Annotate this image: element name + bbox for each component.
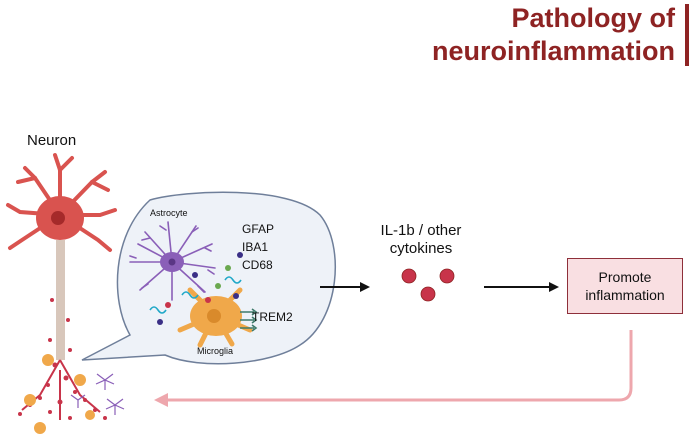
feedback-arrow <box>154 330 633 407</box>
cell-interaction-bubble <box>81 191 336 365</box>
trem2-label: TREM2 <box>252 310 293 324</box>
astrocyte-illustration <box>129 221 216 301</box>
cytokines-label-line-2: cytokines <box>389 240 453 257</box>
title-line-2: neuroinflammation <box>431 36 675 66</box>
signal-molecules <box>149 252 243 325</box>
marker-list: GFAP IBA1 CD68 <box>242 220 274 274</box>
promote-line-2: inflammation <box>585 287 665 303</box>
cytokines-label: IL-1b / other cytokines <box>366 222 476 258</box>
promote-inflammation-box: Promote inflammation <box>567 258 683 314</box>
astrocyte-label: Astrocyte <box>150 208 188 218</box>
title-line-1: Pathology of <box>511 3 676 33</box>
cytokine-particles <box>401 268 455 302</box>
neuron-label: Neuron <box>27 132 77 149</box>
marker-item: CD68 <box>242 258 273 272</box>
promote-line-1: Promote <box>598 269 652 285</box>
title-accent-bar <box>685 4 689 66</box>
cytokines-label-line-1: IL-1b / other <box>380 222 462 239</box>
marker-item: GFAP <box>242 222 275 236</box>
microglia-label: Microglia <box>197 346 234 356</box>
axon <box>56 240 65 360</box>
neuron-illustration <box>6 153 125 434</box>
marker-item: IBA1 <box>242 240 269 254</box>
page-title: Pathology of neuroinflammation <box>432 2 675 68</box>
